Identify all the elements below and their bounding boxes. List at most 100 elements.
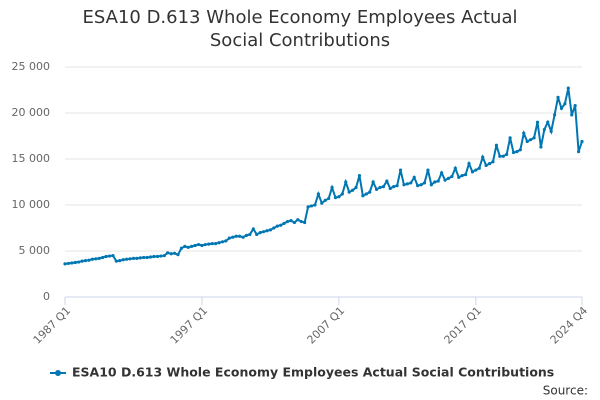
data-point (580, 139, 584, 144)
data-point (446, 176, 451, 180)
data-point (470, 170, 475, 174)
data-point (522, 131, 526, 135)
data-point (481, 155, 485, 159)
data-point (258, 231, 262, 235)
data-point (148, 255, 153, 259)
data-point (450, 174, 454, 179)
data-point (176, 253, 180, 257)
data-point (231, 235, 235, 239)
data-point (166, 251, 170, 255)
data-point (193, 243, 197, 248)
data-point (487, 162, 492, 166)
data-point (128, 257, 132, 261)
data-point (529, 138, 533, 142)
data-point (142, 255, 146, 260)
data-point (412, 175, 416, 179)
data-point (152, 254, 156, 259)
data-point (429, 183, 433, 187)
data-point (398, 168, 403, 172)
x-tick-label: 2007 Q1 (305, 304, 348, 347)
data-point (70, 261, 74, 265)
data-point (422, 181, 427, 185)
data-point (224, 239, 228, 243)
y-tick-label: 25 000 (12, 60, 51, 73)
data-point (443, 178, 447, 182)
data-point (183, 244, 187, 248)
legend-label: ESA10 D.613 Whole Economy Employees Actu… (72, 365, 554, 380)
data-point (368, 190, 372, 194)
data-point (299, 219, 303, 224)
data-point (484, 163, 488, 168)
data-point (135, 256, 139, 260)
data-point (87, 258, 91, 262)
data-point (196, 242, 201, 247)
data-point (275, 224, 279, 228)
data-point (436, 179, 440, 183)
data-point (498, 154, 502, 158)
data-point (361, 194, 365, 198)
data-point (539, 145, 543, 149)
data-point (159, 254, 163, 258)
y-tick-label: 5 000 (19, 244, 51, 257)
data-point (371, 180, 375, 184)
data-point (337, 195, 341, 199)
data-point (354, 185, 358, 190)
data-point (409, 181, 413, 185)
data-point (220, 240, 225, 244)
data-point (501, 154, 505, 158)
data-point (525, 139, 529, 144)
data-point (532, 136, 536, 140)
data-point (313, 203, 317, 207)
data-point (203, 242, 207, 247)
data-point (97, 256, 101, 260)
data-point (162, 254, 166, 258)
data-point (118, 259, 122, 263)
data-point (340, 192, 344, 196)
data-point (169, 252, 173, 256)
data-point (546, 120, 550, 124)
data-point (405, 182, 409, 186)
data-point (333, 196, 338, 200)
data-point (261, 230, 266, 234)
data-point (73, 260, 77, 265)
data-point (508, 136, 512, 140)
data-point (234, 234, 238, 238)
data-point (200, 243, 204, 248)
data-point (505, 152, 509, 156)
chart-title: ESA10 D.613 Whole Economy Employees Actu… (82, 7, 518, 51)
data-point (244, 233, 249, 237)
data-point (474, 168, 478, 172)
data-point (282, 221, 286, 225)
data-point (104, 254, 108, 259)
data-point (107, 254, 112, 258)
data-point (138, 256, 142, 260)
data-point (279, 223, 283, 227)
data-point (388, 186, 392, 191)
data-point (402, 183, 406, 187)
source: Source: (543, 384, 588, 398)
y-tick-label: 20 000 (12, 106, 51, 119)
data-point (316, 192, 320, 196)
data-point (559, 106, 564, 110)
data-point (477, 166, 481, 170)
data-point (378, 185, 382, 190)
data-point (573, 104, 577, 108)
data-point (395, 184, 399, 188)
data-point (491, 160, 495, 164)
data-point (511, 150, 516, 155)
data-point (549, 129, 553, 133)
data-point (494, 143, 499, 147)
data-point (357, 173, 362, 178)
data-point (374, 187, 379, 191)
data-point (392, 185, 396, 189)
data-point (207, 242, 211, 246)
data-point (111, 254, 115, 258)
data-point (285, 219, 290, 224)
data-point (385, 179, 389, 183)
data-point (227, 236, 231, 240)
data-point (63, 262, 67, 266)
data-point (272, 226, 276, 230)
data-point (553, 113, 557, 117)
series-line (64, 87, 583, 265)
data-point (80, 259, 84, 263)
